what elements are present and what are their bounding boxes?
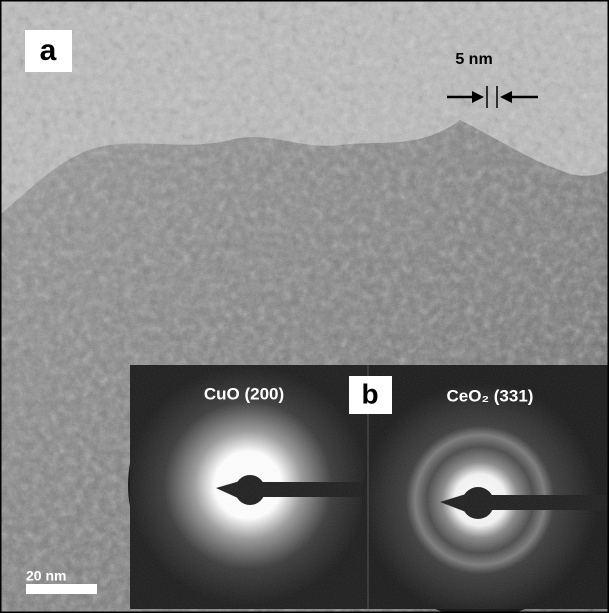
page: {"panel_a": {"label": "a", "scale_annota… — [0, 0, 609, 613]
scale-bar — [26, 584, 97, 594]
scale-annotation: 5 nm — [455, 51, 492, 68]
panel-label: b — [361, 378, 378, 409]
scale-bar-label: 20 nm — [26, 568, 66, 584]
inset-title: CeO₂ (331) — [447, 386, 534, 405]
body: a 5 nm 20 nm b CuO (200) CeO₂ (331) (() … — [0, 0, 609, 613]
inset-title: CuO (200) — [204, 384, 284, 403]
inset-b: b CuO (200) CeO₂ (331) — [128, 365, 609, 613]
panel-label: a — [40, 34, 57, 67]
micrograph: a 5 nm 20 nm b CuO (200) CeO₂ (331) — [0, 0, 609, 613]
